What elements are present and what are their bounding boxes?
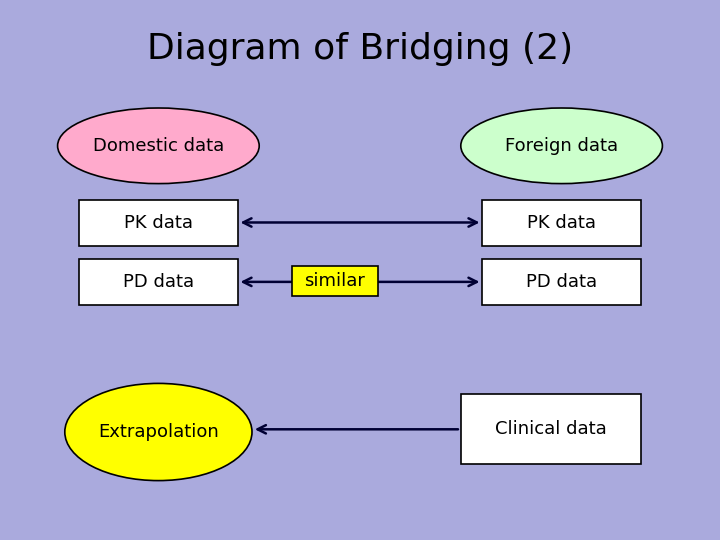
Text: Diagram of Bridging (2): Diagram of Bridging (2) [147,32,573,65]
FancyBboxPatch shape [461,394,641,464]
FancyBboxPatch shape [292,266,378,296]
FancyArrowPatch shape [243,218,477,227]
Text: Domestic data: Domestic data [93,137,224,155]
Text: PK data: PK data [527,214,596,232]
Text: Extrapolation: Extrapolation [98,423,219,441]
FancyBboxPatch shape [482,259,641,305]
Text: similar: similar [305,272,365,290]
Text: PD data: PD data [123,273,194,291]
Text: Foreign data: Foreign data [505,137,618,155]
FancyArrowPatch shape [258,425,458,434]
Text: PK data: PK data [124,214,193,232]
FancyBboxPatch shape [482,200,641,246]
Ellipse shape [461,108,662,184]
FancyArrowPatch shape [243,278,477,286]
Ellipse shape [58,108,259,184]
FancyBboxPatch shape [79,259,238,305]
Ellipse shape [65,383,252,481]
Text: Clinical data: Clinical data [495,420,607,438]
FancyBboxPatch shape [79,200,238,246]
Text: PD data: PD data [526,273,597,291]
